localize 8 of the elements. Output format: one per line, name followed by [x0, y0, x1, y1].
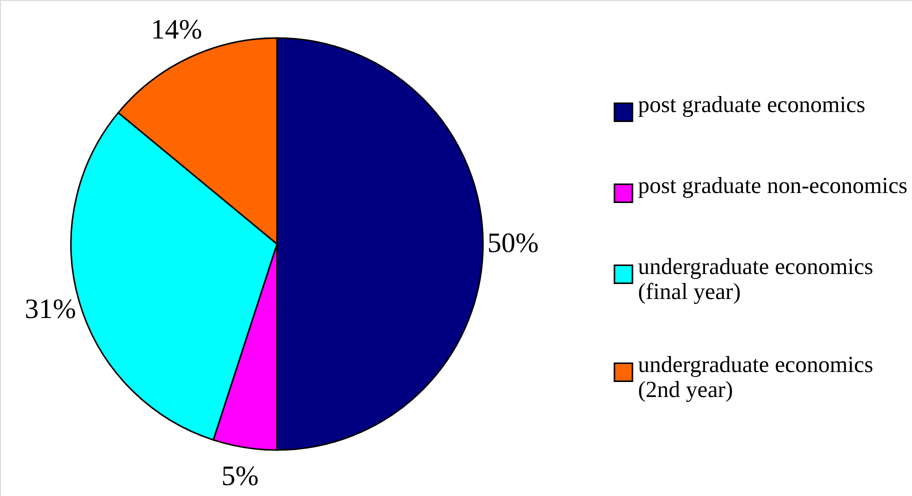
data-label: 5%	[221, 461, 259, 492]
data-label: 31%	[24, 294, 76, 325]
legend-label: post graduate non-economics	[638, 173, 908, 198]
data-label: 50%	[487, 228, 539, 259]
data-label: 14%	[150, 14, 202, 46]
legend-label: post graduate economics	[638, 92, 866, 118]
legend-label: undergraduate economics (final year)	[638, 254, 874, 304]
legend-label: undergraduate economics (2nd year)	[638, 352, 874, 402]
